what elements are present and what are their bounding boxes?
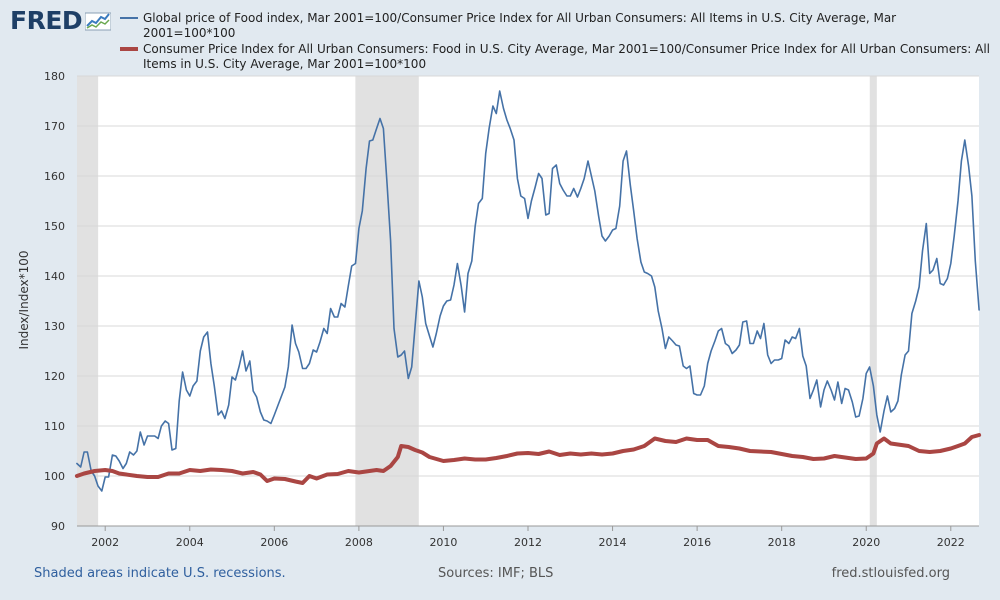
- legend-item-series-2[interactable]: Consumer Price Index for All Urban Consu…: [120, 42, 990, 72]
- axis-labels: 90 100 110 120 130 140 150 160 170 180 2002 2004 200…: [44, 70, 979, 549]
- x-tick-label: 2008: [345, 536, 373, 549]
- recession-band-1: [355, 76, 419, 526]
- y-tick-label: 130: [44, 320, 65, 333]
- x-tick-label: 2010: [429, 536, 457, 549]
- x-tick-label: 2012: [514, 536, 542, 549]
- x-tick-label: 2016: [683, 536, 711, 549]
- y-tick-label: 100: [44, 470, 65, 483]
- x-tick-label: 2014: [599, 536, 627, 549]
- fred-logo[interactable]: FRED: [10, 6, 112, 35]
- legend-item-series-1[interactable]: Global price of Food index, Mar 2001=100…: [120, 11, 990, 41]
- legend-swatch-blue: [120, 17, 138, 19]
- y-tick-label: 120: [44, 370, 65, 383]
- series-line-1[interactable]: [76, 90, 980, 492]
- y-tick-label: 110: [44, 420, 65, 433]
- legend-label-series-2: Consumer Price Index for All Urban Consu…: [143, 42, 991, 71]
- x-tick-label: 2020: [852, 536, 880, 549]
- site-link[interactable]: fred.stlouisfed.org: [831, 566, 950, 581]
- legend-label-series-1: Global price of Food index, Mar 2001=100…: [143, 11, 897, 40]
- recession-shading: [77, 76, 877, 526]
- x-tick-label: 2022: [937, 536, 965, 549]
- plot-area: [77, 76, 979, 526]
- line-chart-icon: [85, 12, 112, 30]
- legend: Global price of Food index, Mar 2001=100…: [120, 11, 990, 73]
- x-tick-label: 2018: [768, 536, 796, 549]
- logo-text: FRED: [10, 6, 83, 35]
- x-tick-label: 2004: [176, 536, 204, 549]
- y-tick-label: 160: [44, 170, 65, 183]
- series-line-2[interactable]: [74, 433, 982, 485]
- recession-note: Shaded areas indicate U.S. recessions.: [34, 566, 286, 581]
- y-tick-label: 180: [44, 70, 65, 83]
- sources: Sources: IMF; BLS: [438, 566, 554, 581]
- legend-swatch-red: [120, 47, 138, 51]
- recession-band-2: [869, 76, 877, 526]
- series-lines: [74, 90, 982, 492]
- x-tick-label: 2002: [91, 536, 119, 549]
- recession-band-0: [77, 76, 99, 526]
- y-tick-label: 170: [44, 120, 65, 133]
- y-tick-label: 140: [44, 270, 65, 283]
- y-tick-label: 150: [44, 220, 65, 233]
- y-tick-label: 90: [51, 520, 65, 533]
- x-tick-label: 2006: [260, 536, 288, 549]
